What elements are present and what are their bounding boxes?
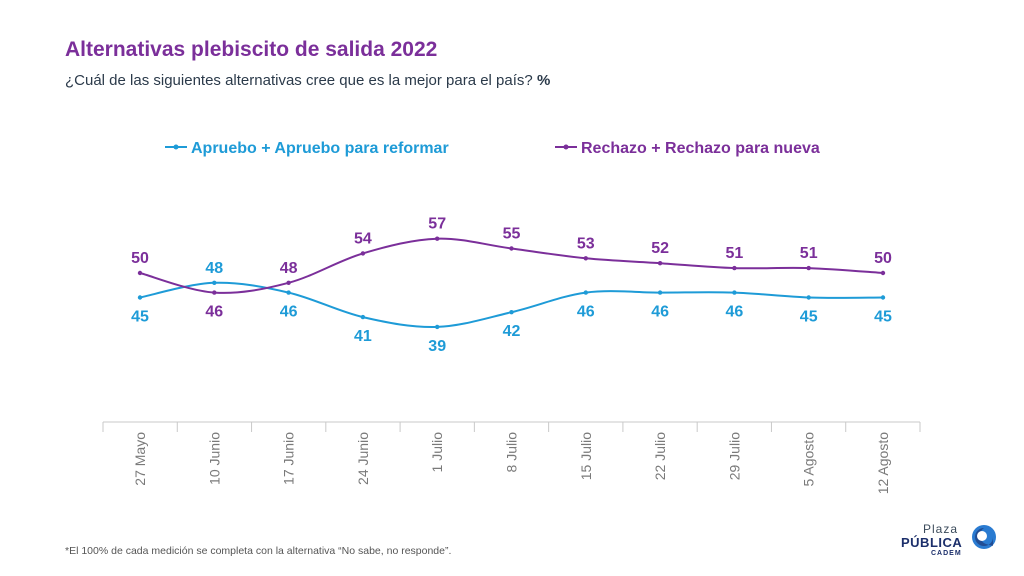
data-label-1: 55 [503, 226, 521, 243]
logo-bubble-icon [972, 525, 996, 549]
data-point-0 [435, 324, 440, 330]
data-point-1 [657, 261, 663, 266]
data-label-1: 50 [874, 250, 892, 267]
data-label-0: 46 [280, 304, 298, 321]
x-tick-label: 15 Julio [578, 432, 594, 480]
data-point-1 [360, 251, 366, 256]
data-point-0 [583, 290, 588, 295]
plaza-publica-cadem-logo: Plaza PÚBLICA CADEM [895, 522, 1005, 562]
data-point-0 [880, 295, 886, 300]
legend-marker-0 [173, 144, 179, 150]
x-tick-label: 1 Julio [429, 432, 445, 473]
x-tick-label: 8 Julio [504, 432, 520, 473]
data-point-0 [806, 295, 811, 300]
data-point-1 [509, 246, 514, 251]
legend-label-0: Apruebo + Apruebo para reformar [191, 140, 449, 157]
x-tick-label: 5 Agosto [801, 432, 817, 487]
data-point-0 [286, 290, 291, 295]
data-label-1: 48 [280, 260, 298, 277]
x-tick-label: 12 Agosto [875, 432, 891, 494]
data-label-0: 39 [428, 338, 446, 355]
x-tick-label: 22 Julio [652, 432, 668, 480]
footnote: *El 100% de cada medición se completa co… [65, 545, 452, 557]
data-point-1 [732, 265, 737, 271]
x-tick-label: 24 Junio [355, 432, 371, 485]
x-tick-label: 29 Julio [726, 432, 742, 480]
logo-line-2: PÚBLICA [901, 535, 963, 550]
data-point-0 [509, 310, 514, 315]
logo-line-3: CADEM [931, 550, 962, 557]
data-point-0 [360, 314, 366, 320]
data-label-1: 46 [205, 304, 223, 321]
data-point-1 [806, 265, 811, 271]
data-label-1: 51 [800, 245, 818, 262]
data-point-1 [435, 236, 440, 241]
x-tick-label: 10 Junio [206, 432, 222, 485]
data-label-0: 42 [503, 323, 521, 340]
legend-marker-1 [563, 144, 569, 150]
data-label-0: 46 [577, 304, 595, 321]
data-label-0: 41 [354, 328, 372, 345]
data-label-0: 45 [800, 309, 818, 326]
x-tick-label: 17 Junio [281, 432, 297, 485]
data-label-0: 48 [205, 260, 223, 277]
data-point-1 [137, 270, 143, 276]
data-label-1: 54 [354, 230, 372, 247]
data-label-0: 46 [651, 304, 669, 321]
x-tick-label: 27 Mayo [132, 432, 148, 486]
data-point-1 [286, 280, 291, 285]
data-label-1: 51 [726, 245, 744, 262]
data-label-0: 45 [874, 309, 892, 326]
data-point-1 [880, 270, 886, 276]
subtitle-unit: % [536, 72, 551, 89]
data-label-1: 50 [131, 250, 149, 267]
data-point-0 [732, 290, 737, 295]
chart-title: Alternativas plebiscito de salida 2022 [65, 38, 438, 61]
data-point-0 [212, 280, 217, 285]
data-label-0: 45 [131, 309, 149, 326]
legend-label-1: Rechazo + Rechazo para nueva [581, 140, 820, 157]
logo-line-1: Plaza [923, 522, 959, 536]
data-point-1 [583, 256, 588, 261]
data-label-0: 46 [726, 304, 744, 321]
data-label-1: 52 [651, 240, 669, 257]
series-line-0 [139, 281, 884, 328]
data-point-0 [657, 290, 663, 295]
data-point-0 [137, 295, 143, 300]
subtitle-question: ¿Cuál de las siguientes alternativas cre… [65, 72, 533, 89]
chart-subtitle: ¿Cuál de las siguientes alternativas cre… [65, 72, 550, 89]
data-label-1: 53 [577, 235, 595, 252]
data-label-1: 57 [428, 216, 446, 233]
data-point-1 [212, 290, 217, 295]
